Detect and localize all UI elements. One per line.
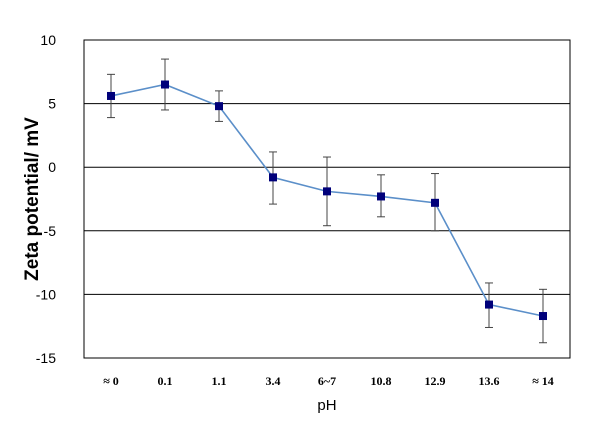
error-bars: [107, 58, 547, 344]
data-point: [161, 80, 169, 89]
x-tick-label: ≈ 14: [532, 374, 554, 388]
plot-area-frame: [83, 39, 571, 359]
y-tick-label: 0: [48, 159, 56, 175]
x-tick-label: 10.8: [371, 374, 392, 388]
x-tick-label: ≈ 0: [103, 374, 119, 388]
data-point: [323, 187, 331, 196]
data-point: [431, 198, 439, 207]
x-tick-label: 1.1: [212, 374, 227, 388]
y-tick-label: 10: [40, 32, 56, 48]
y-tick-label: -15: [36, 350, 56, 366]
x-axis-label: pH: [317, 397, 336, 414]
y-tick-label: -5: [44, 223, 57, 239]
data-point: [539, 312, 547, 321]
x-tick-label: 0.1: [158, 374, 173, 388]
y-axis-label: Zeta potential/ mV: [22, 117, 43, 281]
y-tick-label: -10: [36, 286, 56, 302]
data-point: [485, 300, 493, 309]
x-tick-label: 12.9: [425, 374, 446, 388]
data-point: [107, 91, 115, 100]
data-point: [377, 192, 385, 201]
x-tick-label: 13.6: [479, 374, 500, 388]
data-markers: [107, 80, 547, 321]
x-tick-labels: ≈ 0 0.1 1.1 3.4 6~7 10.8 12.9 13.6 ≈ 14: [103, 374, 554, 388]
data-point: [269, 173, 277, 182]
data-point: [215, 102, 223, 111]
y-tick-labels: 10 5 0 -5 -10 -15: [36, 32, 56, 366]
y-tick-label: 5: [48, 96, 56, 112]
x-tick-label: 6~7: [318, 374, 336, 388]
x-tick-label: 3.4: [266, 374, 281, 388]
